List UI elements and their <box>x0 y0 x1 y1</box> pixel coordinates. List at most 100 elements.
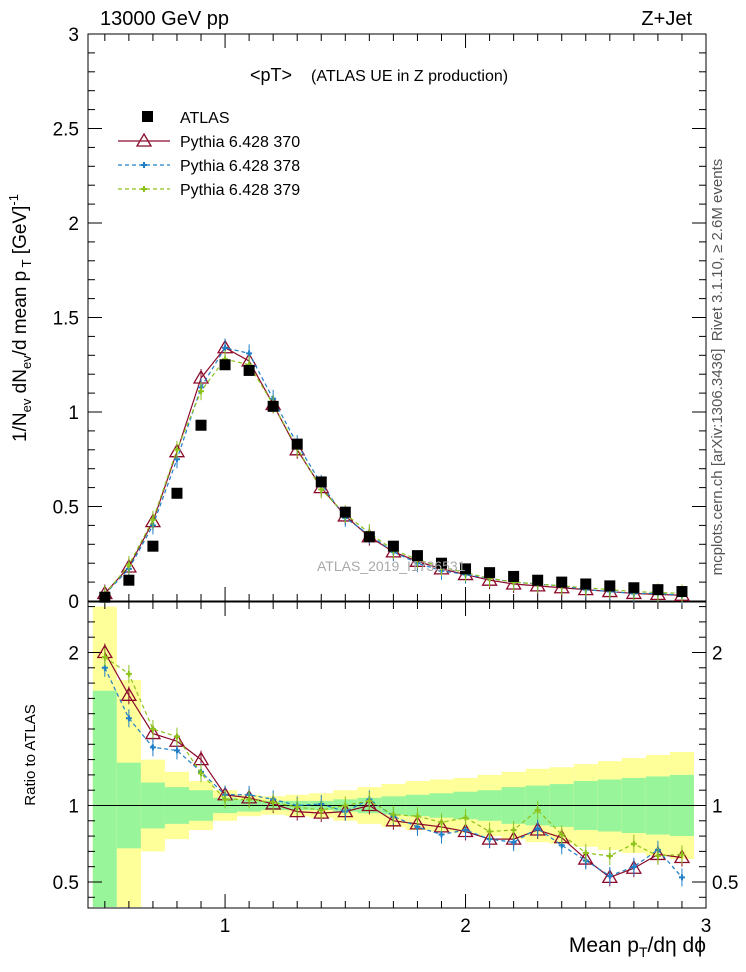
main-point-atlas <box>387 540 399 552</box>
main-point-379 <box>125 562 132 569</box>
ratio-y-axis-label: Ratio to ATLAS <box>22 704 39 805</box>
main-point-atlas <box>123 574 135 586</box>
x-tick-label: 1 <box>220 916 231 937</box>
legend-marker-378 <box>141 162 147 168</box>
ratio-point-378 <box>630 863 637 870</box>
ratio-point-379 <box>582 849 589 856</box>
process-label: Z+Jet <box>641 8 692 30</box>
band-inner-bin <box>92 690 117 907</box>
ratio-point-379 <box>149 725 156 732</box>
ratio-point-379 <box>438 819 445 826</box>
ratio-y-tick-label: 1 <box>68 796 79 817</box>
ratio-point-378 <box>606 872 613 879</box>
legend-marker-379 <box>141 186 147 192</box>
ratio-point-378 <box>438 831 445 838</box>
main-point-379 <box>149 516 156 523</box>
ratio-point-379 <box>173 733 180 740</box>
ratio-point-379 <box>294 804 301 811</box>
main-point-atlas <box>628 582 640 594</box>
main-point-atlas <box>580 578 592 590</box>
main-point-atlas <box>532 574 544 586</box>
legend-marker-370 <box>135 132 153 147</box>
ratio-point-379 <box>678 851 685 858</box>
rivet-version-label: Rivet 3.1.10, ≥ 2.6M events <box>709 159 726 342</box>
main-point-atlas <box>195 419 207 431</box>
ratio-point-379 <box>486 828 493 835</box>
ratio-point-378 <box>678 874 685 881</box>
main-point-atlas <box>652 584 664 596</box>
main-y-tick-label: 3 <box>68 25 79 46</box>
ratio-point-379 <box>510 826 517 833</box>
main-y-tick-label: 2 <box>68 214 79 235</box>
main-point-378 <box>222 344 229 351</box>
main-point-atlas <box>99 591 111 603</box>
ratio-y-tick-label-right: 2 <box>712 643 723 664</box>
main-point-atlas <box>363 531 375 543</box>
ratio-point-379 <box>318 807 325 814</box>
ratio-plot-frame <box>87 601 707 909</box>
ratio-point-379 <box>101 654 108 661</box>
main-point-378 <box>246 350 253 357</box>
legend-label-378: Pythia 6.428 378 <box>180 158 300 175</box>
main-point-atlas <box>604 580 616 592</box>
main-point-atlas <box>676 586 688 598</box>
ratio-point-379 <box>414 813 421 820</box>
plot-subtitle: (ATLAS UE in Z production) <box>311 68 508 85</box>
ratio-point-378 <box>125 715 132 722</box>
main-point-atlas <box>219 359 231 371</box>
main-y-tick-label: 0 <box>68 592 79 613</box>
x-tick-label: 2 <box>460 916 471 937</box>
main-point-atlas <box>484 567 496 579</box>
x-axis-label: Mean pT/dη dϕ <box>569 934 706 960</box>
ratio-point-378 <box>510 839 517 846</box>
main-point-atlas <box>315 476 327 488</box>
legend-marker-atlas <box>142 111 153 122</box>
ratio-point-379 <box>125 670 132 677</box>
main-point-atlas <box>435 557 447 569</box>
ratio-point-370 <box>120 687 138 701</box>
ratio-point-379 <box>606 852 613 859</box>
energy-label: 13000 GeV pp <box>100 8 229 30</box>
main-point-atlas <box>508 570 520 582</box>
main-y-axis-label: 1/Nev dNev/d mean p T [GeV]-1 <box>6 194 34 442</box>
main-y-tick-label: 2.5 <box>53 120 79 141</box>
ratio-point-379 <box>630 840 637 847</box>
main-point-atlas <box>291 438 303 450</box>
ratio-point-379 <box>654 852 661 859</box>
ratio-point-378 <box>149 744 156 751</box>
legend-label-370: Pythia 6.428 370 <box>180 134 300 151</box>
ratio-y-tick-label-right: 1 <box>712 796 723 817</box>
plot-title: <pT> <box>250 65 292 85</box>
ratio-point-378 <box>534 825 541 832</box>
ratio-point-379 <box>222 796 229 803</box>
ratio-y-tick-label: 2 <box>68 643 79 664</box>
ratio-y-tick-label: 0.5 <box>53 873 79 894</box>
main-point-379 <box>318 486 325 493</box>
ratio-point-379 <box>462 814 469 821</box>
ratio-point-370 <box>361 797 378 812</box>
main-point-379 <box>198 388 205 395</box>
main-point-atlas <box>243 364 255 376</box>
ratio-point-370 <box>385 812 402 827</box>
main-point-atlas <box>267 400 279 412</box>
main-point-atlas <box>147 540 159 552</box>
legend-label-atlas: ATLAS <box>180 110 230 127</box>
ratio-point-379 <box>270 799 277 806</box>
ratio-y-tick-label-right: 0.5 <box>712 873 738 894</box>
main-point-atlas <box>339 506 351 518</box>
ratio-point-379 <box>534 807 541 814</box>
ratio-point-370 <box>289 803 306 818</box>
main-point-atlas <box>460 563 472 575</box>
main-point-atlas <box>556 576 568 588</box>
main-y-tick-label: 1.5 <box>53 309 79 330</box>
mcplots-source-label: mcplots.cern.ch [arXiv:1306.3436] <box>709 349 726 576</box>
main-y-tick-label: 1 <box>68 403 79 424</box>
ratio-point-379 <box>390 811 397 818</box>
main-point-atlas <box>171 487 183 499</box>
ratio-point-379 <box>342 802 349 809</box>
main-point-atlas <box>411 550 423 562</box>
legend-label-379: Pythia 6.428 379 <box>180 182 300 199</box>
ratio-point-378 <box>462 826 469 833</box>
ratio-point-378 <box>173 747 180 754</box>
